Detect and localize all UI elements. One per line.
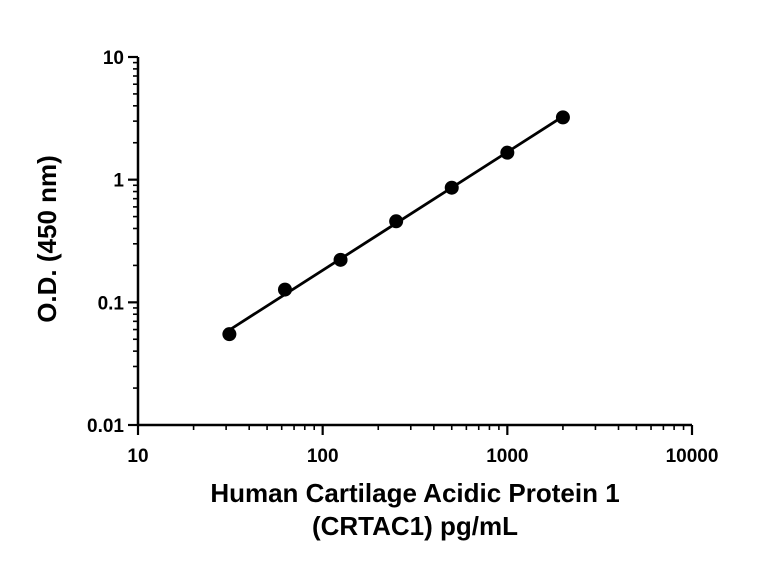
data-point	[222, 327, 237, 342]
x-tick-label: 100	[307, 446, 339, 467]
x-tick-label: 10	[127, 446, 148, 467]
data-point	[389, 214, 404, 229]
data-point	[277, 282, 292, 297]
data-point	[500, 145, 515, 160]
ticks: 10 100 1000 10000 0.01 0.1 1 10	[87, 48, 718, 467]
x-axis-title-line-1: Human Cartilage Acidic Protein 1	[210, 478, 619, 508]
y-tick-label: 1	[113, 171, 124, 192]
x-tick-label: 10000	[666, 446, 719, 467]
y-axis-title: O.D. (450 nm)	[32, 155, 62, 323]
data-points	[222, 110, 570, 342]
data-point	[555, 110, 570, 125]
data-point	[333, 252, 348, 267]
axes	[136, 57, 692, 427]
data-point	[444, 180, 459, 195]
x-axis-title-line-2: (CRTAC1) pg/mL	[312, 511, 518, 541]
y-tick-label: 0.1	[98, 293, 125, 314]
y-tick-label: 0.01	[87, 416, 124, 437]
y-tick-label: 10	[103, 48, 124, 69]
x-tick-label: 1000	[486, 446, 528, 467]
